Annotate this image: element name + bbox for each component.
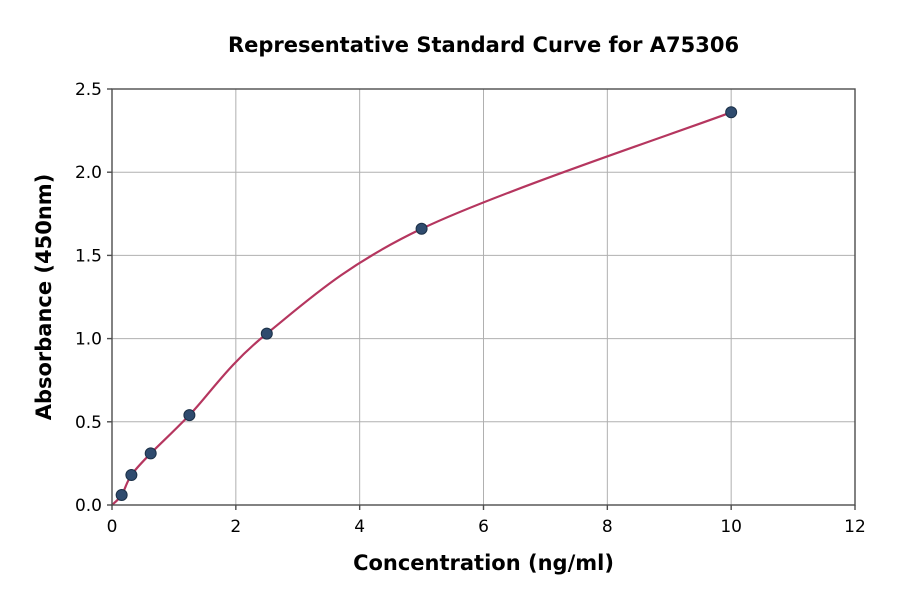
data-point — [183, 409, 196, 422]
x-tick-label: 6 — [478, 517, 489, 537]
y-tick-label: 1.0 — [75, 330, 102, 350]
fit-curve — [110, 111, 733, 507]
x-tick-label: 8 — [602, 517, 613, 537]
x-tick-label: 0 — [107, 517, 118, 537]
y-tick-label: 0.0 — [75, 496, 102, 516]
data-point — [725, 106, 738, 119]
x-tick-label: 10 — [720, 517, 742, 537]
data-point — [415, 222, 428, 235]
data-point — [125, 469, 138, 482]
chart-title: Representative Standard Curve for A75306 — [227, 33, 740, 57]
y-tick-label: 2.5 — [75, 80, 102, 100]
x-tick-label: 12 — [844, 517, 866, 537]
y-tick-label: 0.5 — [75, 413, 102, 433]
y-tick-label: 1.5 — [75, 246, 102, 266]
data-point — [115, 489, 128, 502]
x-tick-label: 2 — [230, 517, 241, 537]
data-point — [260, 327, 273, 340]
data-point — [144, 447, 157, 460]
y-tick-label: 2.0 — [75, 163, 102, 183]
x-axis-label: Concentration (ng/ml) — [353, 551, 614, 575]
x-tick-label: 4 — [354, 517, 365, 537]
